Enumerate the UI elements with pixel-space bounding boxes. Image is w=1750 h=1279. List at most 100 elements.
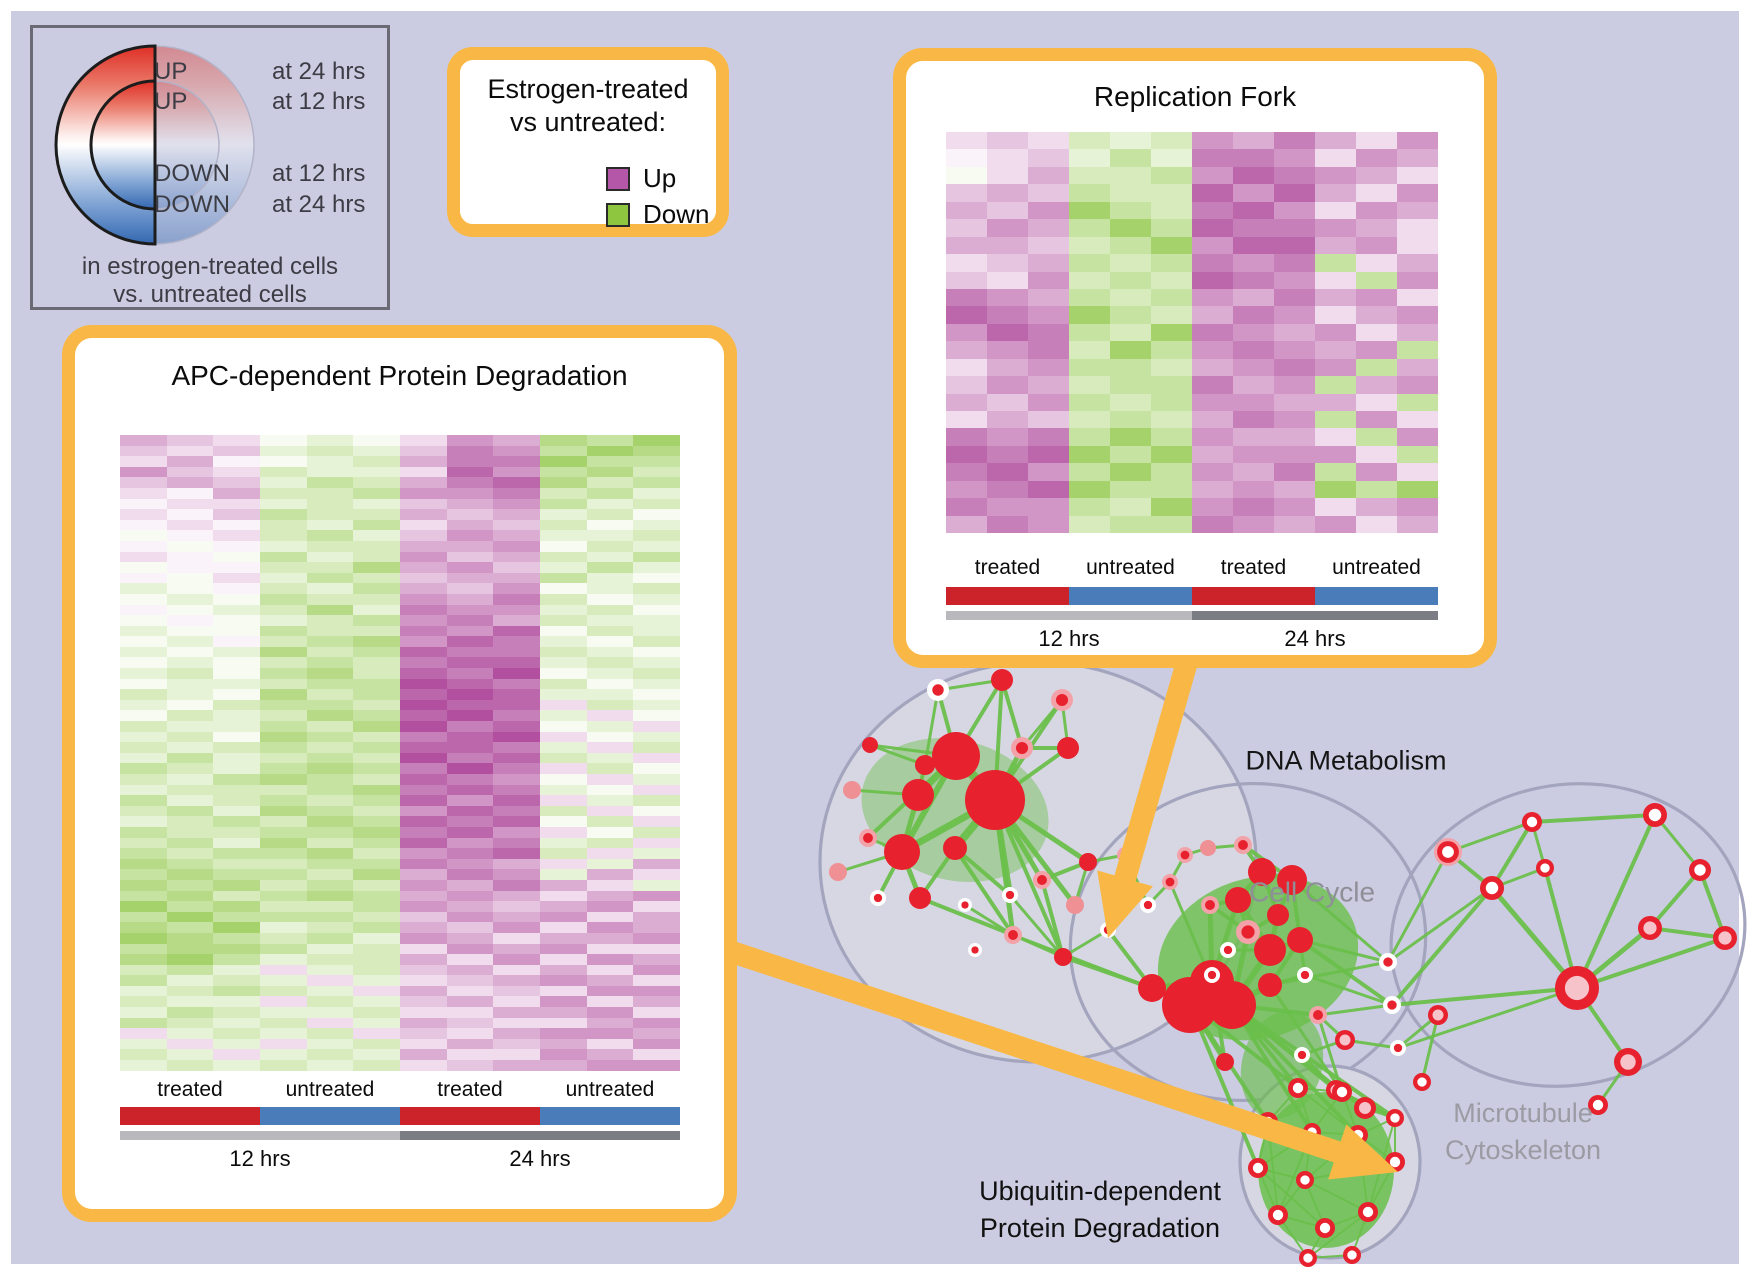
- time-labels: 12 hrs 24 hrs: [946, 626, 1438, 652]
- gene-node-dw: [1379, 953, 1397, 971]
- edge: [1008, 893, 1065, 959]
- rings-vivid-half: [54, 44, 157, 246]
- bar-24hrs: [1192, 611, 1438, 620]
- cluster-label-cellcycle: Cell Cycle: [1248, 876, 1376, 908]
- gene-node-red: [1277, 865, 1307, 895]
- bar-12hrs: [120, 1131, 400, 1140]
- gene-node-red: [1079, 853, 1097, 871]
- estrogen-legend-box: Estrogen-treated vs untreated: Up Down: [447, 47, 729, 237]
- gene-node-rw: [1643, 803, 1667, 827]
- edge: [1000, 678, 1024, 750]
- edge: [1648, 868, 1702, 930]
- gene-node-red: [1057, 737, 1079, 759]
- edge: [1420, 1013, 1440, 1084]
- edge: [1188, 1003, 1260, 1170]
- gene-node-red: [1054, 948, 1072, 966]
- edge: [953, 846, 1015, 937]
- up-swatch: [606, 166, 630, 191]
- legend-item-up: Up: [606, 163, 676, 194]
- edge: [963, 903, 1015, 937]
- time-label: 24 hrs: [509, 1146, 571, 1171]
- gene-node-red: [1248, 858, 1276, 886]
- legend-item-label: Up: [643, 163, 677, 193]
- time-label: 24 hrs: [1284, 626, 1346, 651]
- edge: [1490, 820, 1534, 890]
- gene-node-red: [1258, 973, 1282, 997]
- gene-node-pink: [829, 863, 847, 881]
- gene-node-red: [1254, 934, 1286, 966]
- gene-node-pink: [1200, 840, 1216, 856]
- bar-12hrs: [946, 611, 1192, 620]
- gene-node-rw: [1689, 859, 1711, 881]
- edge: [1268, 960, 1390, 987]
- gene-node-rw: [1588, 1095, 1608, 1115]
- gene-node-rw: [1413, 1073, 1431, 1091]
- gene-node-dp: [1201, 896, 1219, 914]
- cluster-label-microtubule: Microtubule Cytoskeleton: [1444, 1097, 1602, 1165]
- condition-label: untreated: [565, 1078, 655, 1101]
- arrow-apc-to-ubiquitin-head: [1328, 1124, 1398, 1180]
- treated-bar: [1192, 587, 1315, 605]
- gene-node-red: [1138, 974, 1166, 1002]
- gene-node-red: [915, 755, 935, 775]
- apc-heatmap: [120, 435, 681, 1071]
- gene-node-rp: [1428, 1005, 1448, 1025]
- edge: [953, 846, 1012, 897]
- gene-node-red: [932, 732, 980, 780]
- network-nodes: [829, 669, 1737, 1267]
- edge: [1648, 926, 1727, 940]
- gene-node-red: [884, 834, 920, 870]
- panel-title: Replication Fork: [1093, 81, 1297, 112]
- updown-time: at 24 hrs: [272, 191, 366, 218]
- time-labels: 12 hrs 24 hrs: [120, 1146, 680, 1172]
- gene-node-dw: [1383, 996, 1401, 1014]
- updown-row-down12: DOWN at 12 hrs: [154, 160, 365, 188]
- edge: [1530, 813, 1657, 824]
- gene-node-dw: [1002, 887, 1018, 903]
- condition-labels: treated untreated treated untreated: [946, 556, 1438, 580]
- gene-node-red: [965, 770, 1025, 830]
- condition-label: treated: [1220, 556, 1287, 579]
- condition-colorbar: [120, 1107, 680, 1125]
- callout-arrows: [728, 644, 1398, 1180]
- edge: [1575, 813, 1657, 990]
- gene-node-rp: [1638, 916, 1662, 940]
- gene-node-pink: [1066, 896, 1084, 914]
- updown-row-up24: UP at 24 hrs: [154, 58, 365, 86]
- edge: [1040, 878, 1065, 959]
- updown-time: at 12 hrs: [272, 160, 366, 187]
- arrow-rf-to-dna-head: [1097, 870, 1153, 938]
- condition-label: untreated: [1086, 556, 1175, 579]
- gene-node-dw: [1220, 942, 1236, 958]
- gene-node-red: [862, 737, 878, 753]
- edge: [1230, 1003, 1360, 1137]
- treated-bar: [120, 1107, 260, 1125]
- arrow-rf-to-dna-shaft: [1112, 644, 1202, 888]
- gene-node-rw: [1268, 1205, 1288, 1225]
- gene-node-rw: [1536, 859, 1554, 877]
- gene-node-halo: [1434, 838, 1462, 866]
- bar-24hrs: [400, 1131, 680, 1140]
- updown-word: DOWN: [154, 160, 230, 187]
- updown-time: at 24 hrs: [272, 58, 366, 85]
- edge: [1575, 936, 1727, 990]
- updown-time: at 12 hrs: [272, 88, 366, 115]
- edge: [1061, 955, 1154, 990]
- gene-node-red: [1225, 887, 1251, 913]
- gene-node-rp: [1335, 1030, 1355, 1050]
- gene-node-dp: [1309, 1006, 1327, 1024]
- edge: [1230, 1003, 1314, 1134]
- gene-node-dw: [1140, 897, 1156, 913]
- condition-colorbar: [946, 587, 1438, 605]
- condition-label: untreated: [1332, 556, 1421, 579]
- edge: [1298, 938, 1394, 1007]
- condition-label: treated: [157, 1078, 223, 1101]
- gene-node-dw: [870, 890, 886, 906]
- panel-title: APC-dependent Protein Degradation: [171, 360, 628, 391]
- edge: [1316, 1013, 1344, 1094]
- updown-note-line2: vs. untreated cells: [113, 281, 307, 308]
- gene-node-rw: [1480, 876, 1504, 900]
- condition-labels: treated untreated treated untreated: [120, 1078, 680, 1102]
- edge: [1298, 938, 1390, 964]
- untreated-bar: [540, 1107, 680, 1125]
